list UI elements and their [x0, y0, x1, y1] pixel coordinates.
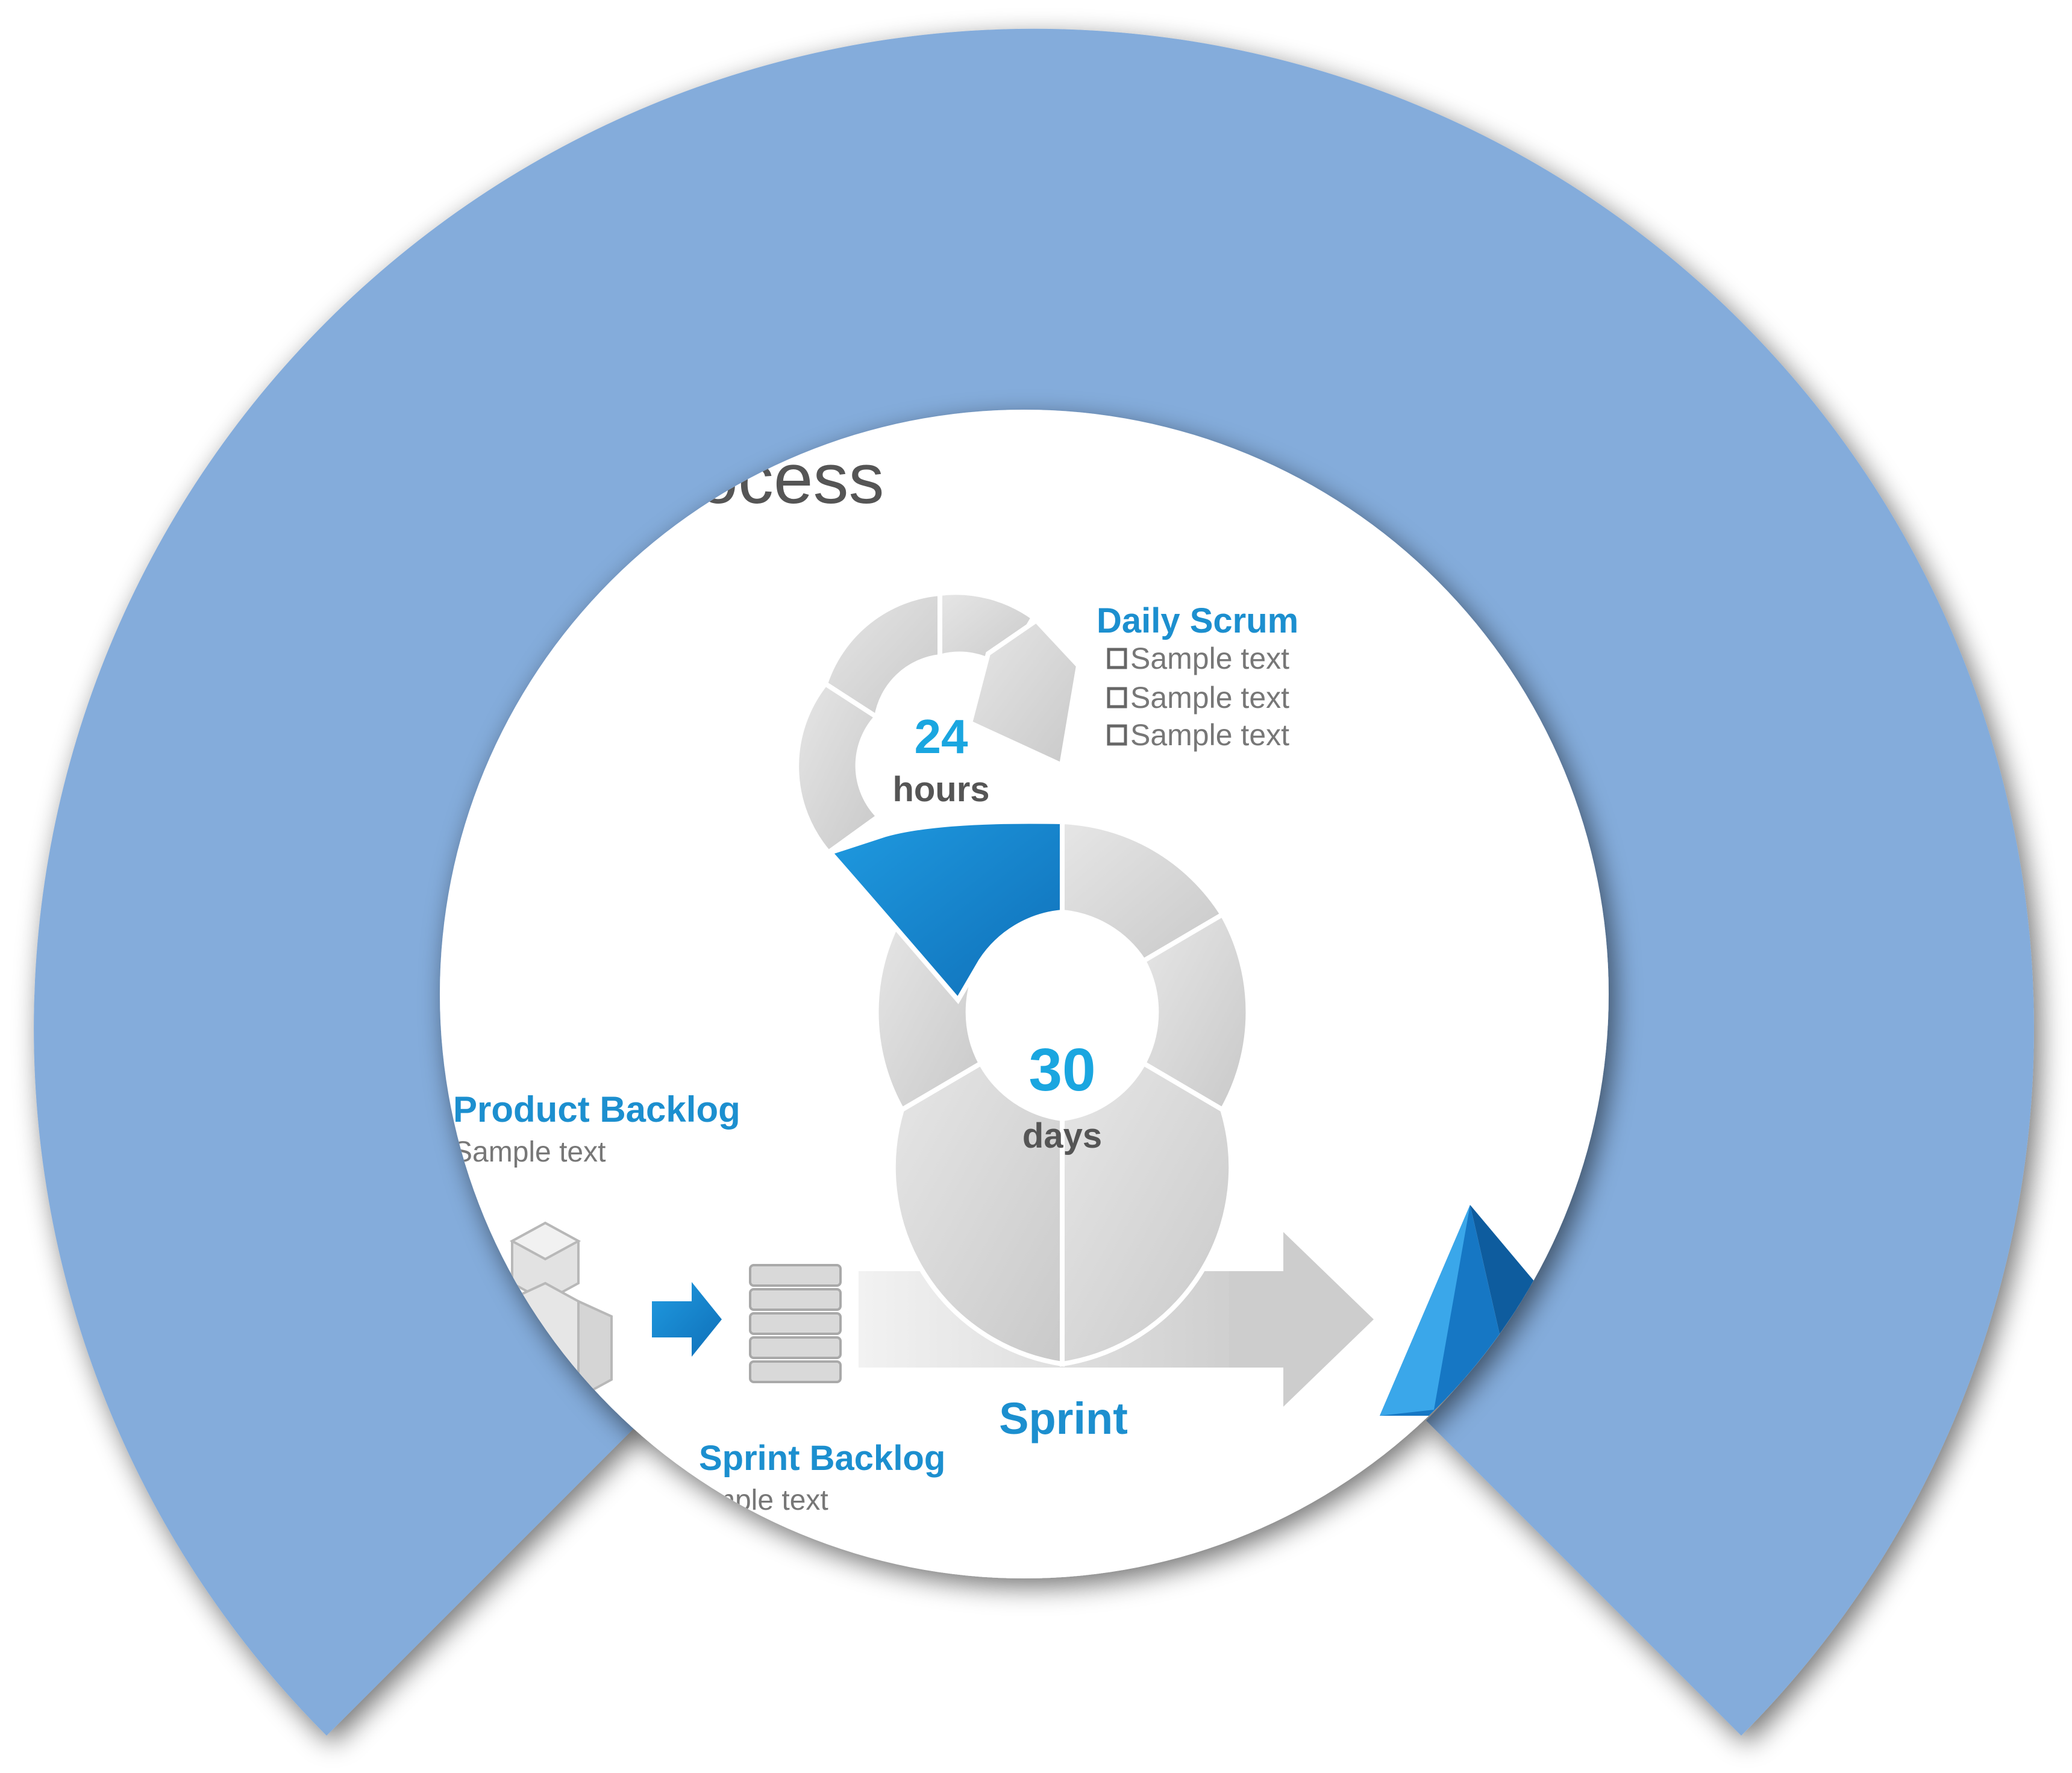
lens-content: rocess 24 hours 30 days	[453, 439, 1597, 1516]
product-backlog-text: Sample text	[453, 1136, 606, 1168]
daily-scrum-item: Sample text	[1130, 718, 1289, 752]
outer-cycle-unit: days	[1022, 1116, 1102, 1155]
daily-scrum-item: Sample text	[1130, 681, 1289, 715]
inner-cycle-number: 24	[915, 710, 968, 763]
daily-scrum-item: Sample text	[1130, 642, 1289, 675]
daily-arrowhead	[967, 617, 1081, 769]
sprint-backlog-heading: Sprint Backlog	[699, 1439, 945, 1478]
checkbox-icon	[1107, 724, 1127, 746]
sprint-segment	[1060, 819, 1226, 965]
inner-cycle-unit: hours	[892, 770, 989, 809]
sprint-segment	[1060, 1060, 1234, 1367]
arrow-right-icon	[652, 1282, 722, 1357]
inner-cycle-ring	[794, 590, 1081, 856]
daily-scrum-list: Sample text Sample text Sample text	[1107, 642, 1289, 752]
sprint-label: Sprint	[999, 1393, 1128, 1443]
sprint-segment	[890, 1060, 1065, 1367]
sprint-backlog-text: mple text	[711, 1484, 828, 1516]
product-backlog-heading: Product Backlog	[453, 1089, 740, 1130]
checkbox-icon	[1107, 648, 1127, 669]
daily-segment	[794, 680, 883, 856]
cycle-connector	[825, 819, 1065, 1004]
sprint-segment	[1140, 911, 1251, 1113]
stacked-layers-icon	[749, 1264, 842, 1383]
outer-cycle-number: 30	[1028, 1036, 1095, 1104]
checkbox-icon	[1107, 687, 1127, 708]
daily-scrum-heading: Daily Scrum	[1097, 601, 1298, 640]
